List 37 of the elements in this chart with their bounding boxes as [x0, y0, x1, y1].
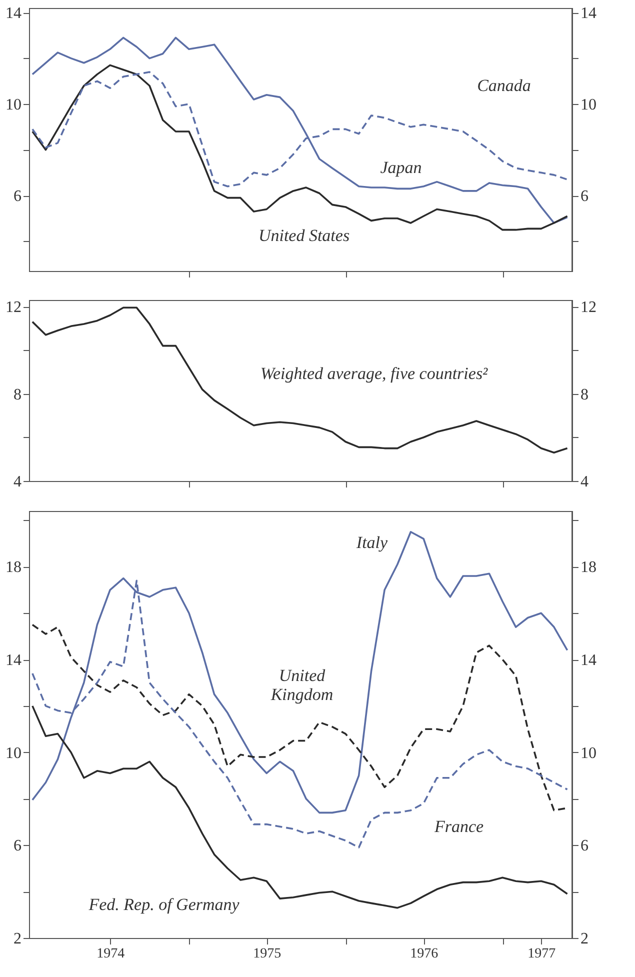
series-label: Fed. Rep. of Germany — [88, 895, 240, 914]
text: Weighted average, five countries² — [260, 364, 489, 383]
y-tick-label: 6 — [14, 188, 22, 206]
y2-tick-label: 18 — [580, 559, 596, 576]
x-tick-label: 1974 — [96, 946, 125, 962]
y2-tick-label: 6 — [580, 188, 588, 206]
series-label: Italy — [355, 533, 388, 552]
y2-tick-label: 12 — [580, 299, 596, 316]
y-tick-label: 6 — [14, 838, 22, 855]
x-tick-label: 1977 — [528, 946, 556, 962]
x-tick-label: 1975 — [253, 946, 282, 962]
y-tick-label: 8 — [14, 386, 22, 404]
series-label: United Kingdom — [270, 666, 334, 704]
y-tick-label: 10 — [6, 744, 22, 762]
y2-tick-label: 10 — [580, 744, 596, 762]
y-tick-label: 2 — [14, 930, 22, 948]
y2-tick-label: 14 — [580, 5, 596, 22]
y2-tick-label: 4 — [580, 474, 588, 490]
y-tick-label: 14 — [6, 5, 22, 22]
line-series — [32, 306, 568, 454]
line-series — [32, 36, 568, 224]
y2-tick-label: 2 — [580, 930, 588, 948]
y2-tick-label: 14 — [580, 652, 596, 670]
y-tick-label: 10 — [6, 96, 22, 114]
series-label: France — [433, 817, 484, 836]
y2-tick-label: 10 — [580, 96, 596, 114]
series-label: United States — [258, 226, 350, 245]
y-tick-label: 4 — [14, 474, 22, 490]
y2-tick-label: 6 — [580, 838, 588, 855]
x-tick-label: 1976 — [410, 946, 438, 962]
y-tick-label: 18 — [6, 559, 22, 576]
series-label: Japan — [380, 158, 422, 177]
y-tick-label: 14 — [6, 652, 22, 670]
y2-tick-label: 8 — [580, 386, 588, 404]
text: Canada — [477, 76, 531, 95]
line-series — [32, 64, 568, 231]
y-tick-label: 12 — [6, 299, 22, 316]
